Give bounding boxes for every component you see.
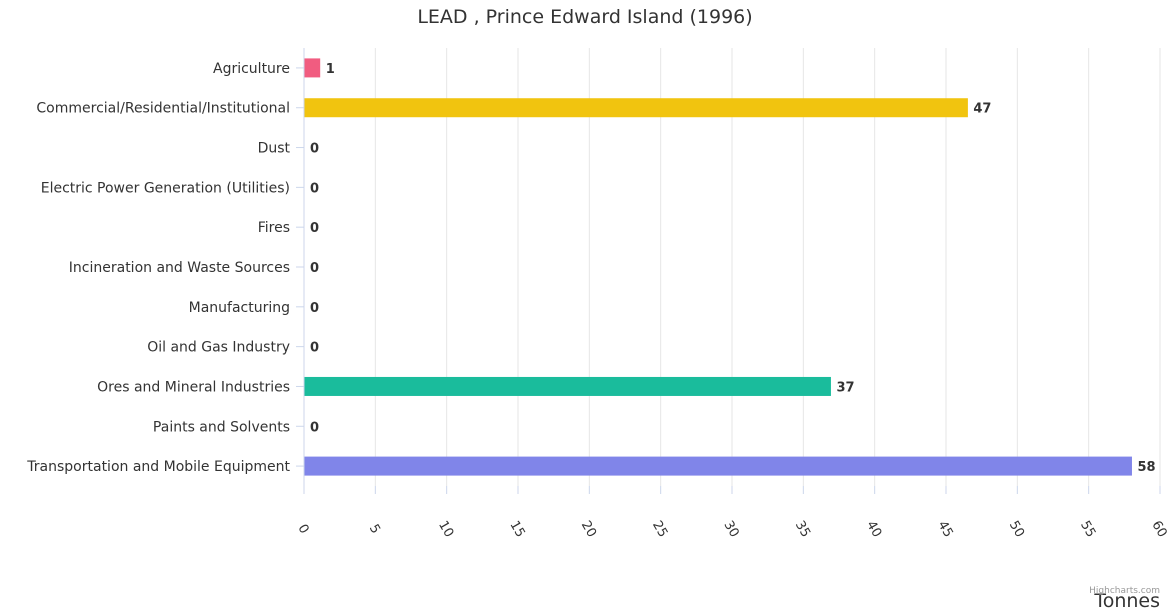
category-labels: Agriculture Commercial/Residential/Instit…	[26, 61, 290, 475]
x-tick-labels: 0 5 10 15 20 25 30 35 40 45 50 55 60	[294, 518, 1169, 540]
x-tick-label: 45	[934, 518, 955, 540]
x-tick-label: 15	[506, 518, 527, 540]
x-tick-label: 50	[1006, 518, 1027, 540]
bar[interactable]	[304, 98, 968, 118]
x-tick-label: 55	[1077, 518, 1098, 540]
category-label: Manufacturing	[189, 300, 290, 316]
data-label: 37	[836, 380, 854, 395]
bar[interactable]	[304, 456, 1132, 476]
data-label: 47	[973, 102, 991, 117]
data-label: 0	[310, 181, 319, 196]
grid-lines	[374, 48, 1161, 486]
category-label: Ores and Mineral Industries	[97, 379, 290, 395]
x-tick-label: 20	[578, 518, 599, 540]
x-tick-label: 0	[294, 522, 311, 537]
x-tick-label: 60	[1148, 518, 1169, 540]
category-label: Oil and Gas Industry	[147, 340, 290, 356]
bars	[304, 58, 1132, 476]
category-label: Dust	[258, 141, 291, 157]
credits-link[interactable]: Highcharts.com	[1089, 586, 1160, 596]
x-tick-label: 5	[366, 522, 383, 537]
x-tick-label: 40	[863, 518, 884, 540]
data-labels: 1 47 0 0 0 0 0 0 37 0 58	[310, 62, 1156, 475]
data-label: 0	[310, 142, 319, 157]
category-label: Paints and Solvents	[153, 419, 290, 435]
bar[interactable]	[304, 58, 321, 78]
x-tick-label: 30	[720, 518, 741, 540]
x-tick-label: 10	[435, 518, 456, 540]
x-tick-label: 35	[792, 518, 813, 540]
bar[interactable]	[304, 376, 831, 396]
x-tick-label: 25	[649, 518, 670, 540]
category-label: Transportation and Mobile Equipment	[26, 459, 290, 475]
data-label: 1	[326, 62, 335, 77]
data-label: 58	[1137, 460, 1155, 475]
data-label: 0	[310, 221, 319, 236]
data-label: 0	[310, 420, 319, 435]
chart-title: LEAD , Prince Edward Island (1996)	[417, 6, 753, 28]
axes	[296, 48, 1161, 494]
category-label: Agriculture	[213, 61, 290, 77]
category-label: Fires	[258, 220, 290, 236]
category-label: Incineration and Waste Sources	[69, 260, 290, 276]
category-label: Electric Power Generation (Utilities)	[41, 180, 290, 196]
data-label: 0	[310, 301, 319, 316]
data-label: 0	[310, 341, 319, 356]
category-label: Commercial/Residential/Institutional	[36, 101, 290, 117]
data-label: 0	[310, 261, 319, 276]
